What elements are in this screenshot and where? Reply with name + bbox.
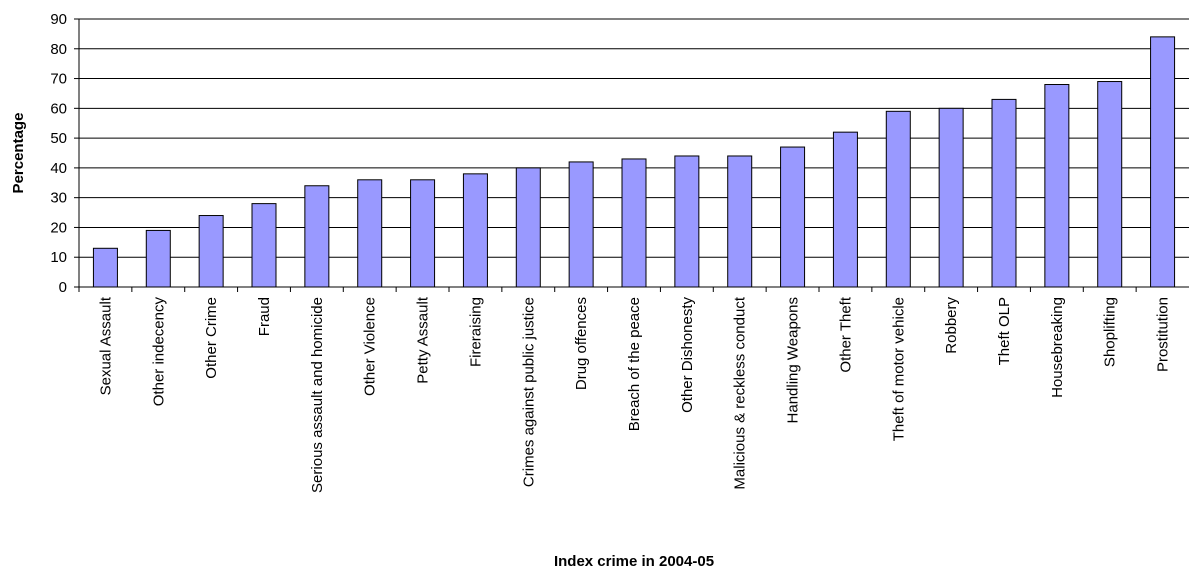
bar: [198, 215, 224, 288]
x-tick-label: Sexual Assault: [97, 296, 114, 395]
y-tick-label: 30: [50, 190, 67, 207]
bar: [938, 107, 964, 288]
x-tick-label: Theft of motor vehicle: [890, 297, 907, 441]
x-tick-label: Other Violence: [362, 297, 379, 396]
x-tick-label: Serious assault and homicide: [309, 297, 326, 493]
y-tick-labels: 0 10 20 30 40 50 60 70 80 90: [50, 11, 67, 296]
x-tick-label: Other Theft: [837, 296, 854, 372]
x-tick-label: Other Dishonesty: [679, 297, 696, 413]
x-tick-label: Robbery: [943, 297, 960, 354]
bar: [357, 179, 383, 288]
bar: [727, 155, 753, 288]
bar: [410, 179, 436, 288]
x-tick-label: Fireraising: [467, 297, 484, 367]
y-tick-label: 20: [50, 219, 67, 236]
y-tick-label: 50: [50, 130, 67, 147]
x-axis-title: Index crime in 2004-05: [554, 553, 714, 570]
x-tick-label: Handling Weapons: [785, 297, 802, 423]
x-tick-label: Theft OLP: [996, 297, 1013, 365]
bars: [92, 36, 1176, 288]
x-tick-label: Drug offences: [573, 297, 590, 390]
axes: [74, 18, 1189, 292]
bar: [145, 229, 171, 288]
bar: [515, 167, 541, 288]
bar: [568, 161, 594, 288]
x-tick-labels: Sexual Assault Other indecency Other Crime…: [97, 296, 1171, 493]
y-tick-label: 80: [50, 41, 67, 58]
y-tick-label: 0: [59, 279, 67, 296]
x-tick-label: Petty Assault: [415, 296, 432, 384]
x-tick-label: Breach of the peace: [626, 297, 643, 431]
x-tick-label: Other Crime: [203, 297, 220, 379]
bar: [1044, 84, 1070, 288]
y-tick-label: 10: [50, 249, 67, 266]
bar: [832, 131, 858, 288]
bar: [251, 203, 277, 288]
bar: [780, 146, 806, 288]
bar: [885, 110, 911, 288]
y-tick-label: 70: [50, 71, 67, 88]
x-tick-label: Malicious & reckless conduct: [732, 296, 749, 489]
bar: [674, 155, 700, 288]
y-tick-label: 90: [50, 11, 67, 28]
x-tick-label: Prostitution: [1155, 297, 1172, 372]
x-tick-label: Crimes against public justice: [520, 297, 537, 487]
x-tick-label: Housebreaking: [1049, 297, 1066, 398]
bar: [621, 158, 647, 288]
bar: [92, 247, 118, 288]
bar: [1150, 36, 1176, 288]
bar: [1097, 81, 1123, 288]
y-tick-label: 60: [50, 100, 67, 117]
x-tick-label: Fraud: [256, 297, 273, 336]
x-tick-label: Other indecency: [150, 297, 167, 407]
bar: [991, 98, 1017, 288]
bar: [462, 173, 488, 288]
x-tick-label: Shoplifting: [1102, 297, 1119, 367]
y-tick-label: 40: [50, 160, 67, 177]
y-axis-title: Percentage: [10, 113, 27, 194]
bar: [304, 185, 330, 288]
